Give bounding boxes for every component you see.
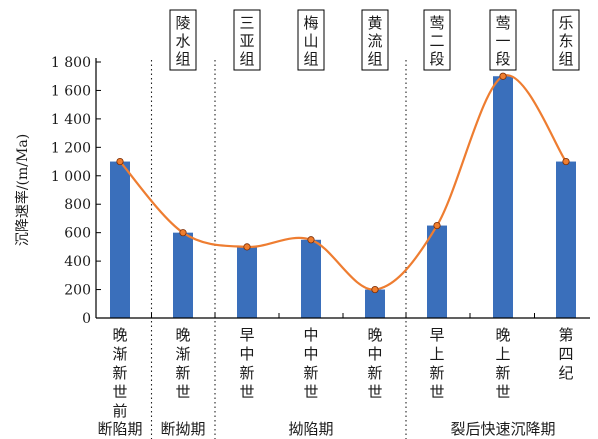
formation-label-3-1: 流 bbox=[367, 32, 382, 50]
category-label-3-3: 世 bbox=[303, 383, 318, 401]
y-axis-label: 沉降速率/(m/Ma) bbox=[14, 134, 31, 246]
category-label-4-1: 中 bbox=[367, 345, 382, 363]
bar-2 bbox=[237, 246, 257, 318]
category-label-6-2: 新 bbox=[495, 364, 510, 382]
category-label-4-3: 世 bbox=[367, 383, 382, 401]
separators bbox=[150, 60, 407, 439]
category-label-4-2: 新 bbox=[367, 364, 382, 382]
data-point-5 bbox=[433, 221, 441, 230]
stage-label-2: 拗陷期 bbox=[288, 420, 333, 438]
category-label-1-0: 晚 bbox=[175, 326, 190, 344]
formation-box-2 bbox=[297, 9, 325, 71]
category-label-1-3: 世 bbox=[175, 383, 190, 401]
category-label-0-4: 前 bbox=[112, 402, 127, 420]
formation-label-1-0: 三 bbox=[239, 14, 254, 32]
category-label-1-2: 新 bbox=[175, 364, 190, 382]
data-point-4 bbox=[371, 285, 379, 294]
y-tick-label-6: 1 200 bbox=[51, 140, 91, 156]
data-point-0 bbox=[116, 157, 124, 166]
bar-1 bbox=[173, 232, 193, 318]
formation-box-5 bbox=[489, 9, 517, 71]
formation-label-5-2: 段 bbox=[495, 50, 510, 68]
category-label-7-0: 第 bbox=[558, 326, 573, 344]
category-label-7-1: 四 bbox=[558, 345, 573, 363]
formation-label-6-1: 东 bbox=[558, 32, 573, 50]
category-label-3-2: 新 bbox=[303, 364, 318, 382]
category-label-5-3: 世 bbox=[429, 383, 444, 401]
formation-label-2-1: 山 bbox=[303, 32, 318, 50]
data-point-2 bbox=[243, 243, 251, 251]
formation-box-0 bbox=[169, 9, 197, 71]
formation-label-6-0: 乐 bbox=[558, 14, 573, 32]
y-tick-label-1: 200 bbox=[64, 283, 91, 299]
formation-label-5-1: 一 bbox=[495, 32, 510, 50]
category-label-7-2: 纪 bbox=[558, 364, 573, 382]
y-tick-label-8: 1 600 bbox=[51, 83, 91, 99]
category-label-0-3: 世 bbox=[112, 383, 127, 401]
formation-label-2-2: 组 bbox=[303, 50, 318, 68]
stage-label-0: 断陷期 bbox=[97, 420, 142, 438]
formation-label-4-1: 二 bbox=[429, 32, 444, 50]
category-label-5-0: 早 bbox=[429, 326, 444, 344]
formation-label-2-0: 梅 bbox=[303, 14, 318, 32]
y-tick-label-7: 1 400 bbox=[51, 112, 91, 128]
category-label-3-1: 中 bbox=[303, 345, 318, 363]
y-tick-label-4: 800 bbox=[64, 197, 91, 213]
category-label-5-1: 上 bbox=[429, 345, 444, 363]
formation-box-4 bbox=[423, 9, 451, 71]
category-label-3-0: 中 bbox=[303, 326, 318, 344]
y-tick-label-2: 400 bbox=[64, 254, 91, 270]
formation-label-3-0: 黄 bbox=[367, 14, 382, 32]
formation-label-1-1: 亚 bbox=[239, 32, 254, 50]
category-label-6-1: 上 bbox=[495, 345, 510, 363]
category-label-2-1: 中 bbox=[239, 345, 254, 363]
formation-label-6-2: 组 bbox=[558, 50, 573, 68]
axes: 0 200 400 600 800 1 000 1 200 1 400 1 600 1 800 沉降… bbox=[14, 55, 590, 327]
category-label-2-3: 世 bbox=[239, 383, 254, 401]
category-label-6-3: 世 bbox=[495, 383, 510, 401]
formation-label-4-0: 莺 bbox=[429, 14, 444, 32]
data-point-7 bbox=[562, 157, 570, 166]
category-label-2-2: 新 bbox=[239, 364, 254, 382]
data-point-3 bbox=[307, 236, 315, 244]
formation-box-3 bbox=[361, 9, 389, 71]
y-tick-label-3: 600 bbox=[64, 226, 91, 242]
formation-label-4-2: 段 bbox=[429, 50, 444, 68]
category-label-0-1: 渐 bbox=[112, 345, 127, 363]
stage-label-3: 裂后快速沉降期 bbox=[450, 420, 555, 438]
bar-6 bbox=[493, 76, 513, 318]
category-label-0-0: 晚 bbox=[112, 326, 127, 344]
category-label-2-0: 早 bbox=[239, 326, 254, 344]
category-label-6-0: 晚 bbox=[495, 326, 510, 344]
bar-5 bbox=[427, 225, 447, 318]
labels: 晚渐新世前晚渐新世早中新世中中新世晚中新世早上新世晚上新世第四纪陵水组三亚组梅山… bbox=[97, 9, 580, 438]
formation-box-6 bbox=[552, 9, 580, 71]
data-point-1 bbox=[179, 229, 187, 237]
trend-curve bbox=[116, 72, 570, 294]
bar-0 bbox=[110, 161, 130, 318]
bars bbox=[110, 76, 576, 318]
bar-7 bbox=[556, 161, 576, 318]
formation-label-0-2: 组 bbox=[175, 50, 190, 68]
data-point-6 bbox=[499, 72, 507, 80]
formation-label-0-0: 陵 bbox=[175, 14, 190, 32]
y-tick-label-9: 1 800 bbox=[51, 55, 91, 71]
category-label-4-0: 晚 bbox=[367, 326, 382, 344]
formation-label-0-1: 水 bbox=[175, 32, 190, 50]
category-label-1-1: 渐 bbox=[175, 345, 190, 363]
y-tick-label-5: 1 000 bbox=[51, 169, 91, 185]
bar-4 bbox=[365, 289, 385, 318]
formation-box-1 bbox=[233, 9, 261, 71]
bar-3 bbox=[301, 239, 321, 318]
formation-label-1-2: 组 bbox=[239, 50, 254, 68]
category-label-5-2: 新 bbox=[429, 364, 444, 382]
category-label-0-2: 新 bbox=[112, 364, 127, 382]
stage-label-1: 断拗期 bbox=[160, 420, 205, 438]
y-tick-label-0: 0 bbox=[82, 311, 91, 327]
formation-label-3-2: 组 bbox=[367, 50, 382, 68]
formation-label-5-0: 莺 bbox=[495, 14, 510, 32]
